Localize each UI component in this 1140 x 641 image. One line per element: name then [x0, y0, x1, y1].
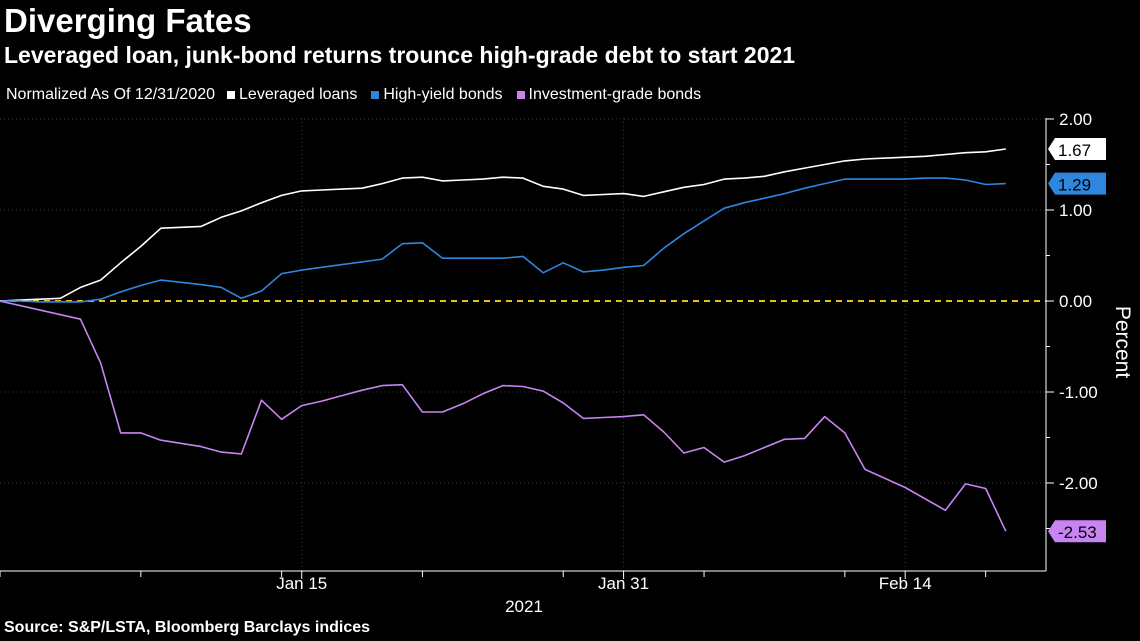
end-label-leveraged-loans: 1.67 — [1058, 141, 1091, 160]
legend-label: High-yield bonds — [383, 86, 503, 103]
series-line-high-yield-bonds — [0, 177, 1006, 303]
legend-label: Investment-grade bonds — [528, 86, 702, 103]
legend-swatch — [227, 91, 236, 99]
chart-title: Diverging Fates — [4, 2, 252, 39]
axes: 2.00 1.00 0.00 -1.00 -2.00 Jan 15 Jan 31 Feb 14 — [0, 110, 1098, 593]
end-label-investment-grade-bonds: -2.53 — [1058, 523, 1097, 542]
legend-item-investment-grade-bonds: Investment-grade bonds — [516, 86, 702, 104]
legend-swatch — [516, 91, 525, 99]
gridlines — [0, 118, 1046, 571]
y-tick-label: 2.00 — [1059, 110, 1092, 129]
x-tick-label: Jan 31 — [598, 574, 649, 593]
legend-label: Leveraged loans — [239, 86, 358, 103]
end-label-box-investment-grade-bonds — [1048, 520, 1106, 543]
legend-note: Normalized As Of 12/31/2020 — [6, 86, 216, 103]
y-tick-label: 1.00 — [1059, 201, 1092, 220]
y-axis-label: Percent — [1111, 306, 1134, 379]
end-label-box-leveraged-loans — [1048, 138, 1106, 161]
end-labels: 1.67 1.29 -2.53 — [1048, 138, 1106, 543]
legend-item-leveraged-loans: Leveraged loans — [227, 86, 357, 104]
x-tick-label: Jan 15 — [276, 574, 327, 593]
y-tick-label: -2.00 — [1059, 474, 1098, 493]
x-tick-label: Feb 14 — [879, 574, 932, 593]
legend: Normalized As Of 12/31/2020 Leveraged lo… — [6, 86, 715, 104]
source-note: Source: S&P/LSTA, Bloomberg Barclays ind… — [4, 619, 371, 636]
series-line-leveraged-loans — [0, 148, 1006, 302]
chart-subtitle: Leveraged loan, junk-bond returns trounc… — [4, 42, 796, 68]
y-tick-label: 0.00 — [1059, 292, 1092, 311]
series-line-investment-grade-bonds — [0, 300, 1007, 532]
legend-swatch — [371, 91, 380, 99]
y-tick-label: -1.00 — [1059, 383, 1098, 402]
legend-item-high-yield-bonds: High-yield bonds — [371, 86, 503, 104]
end-label-box-high-yield-bonds — [1048, 172, 1106, 195]
end-label-high-yield-bonds: 1.29 — [1058, 176, 1091, 195]
x-axis-label: 2021 — [505, 597, 543, 616]
series-lines — [0, 148, 1007, 532]
